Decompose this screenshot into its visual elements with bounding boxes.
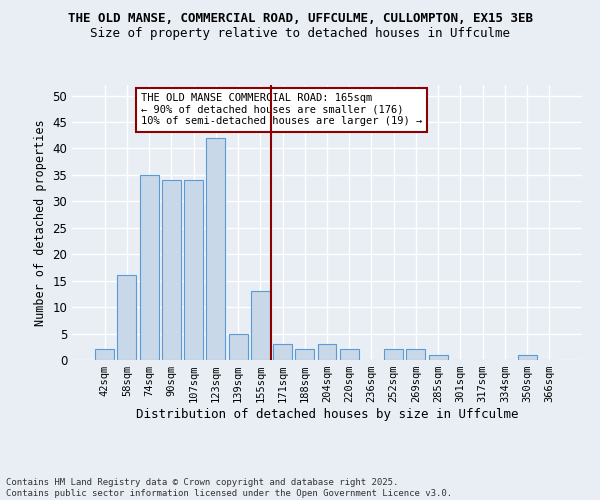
Bar xyxy=(95,350,114,360)
Text: THE OLD MANSE, COMMERCIAL ROAD, UFFCULME, CULLOMPTON, EX15 3EB: THE OLD MANSE, COMMERCIAL ROAD, UFFCULME… xyxy=(67,12,533,26)
Text: THE OLD MANSE COMMERCIAL ROAD: 165sqm
← 90% of detached houses are smaller (176): THE OLD MANSE COMMERCIAL ROAD: 165sqm ← … xyxy=(141,93,422,126)
Bar xyxy=(162,180,181,360)
Bar xyxy=(229,334,248,360)
Bar xyxy=(140,175,158,360)
Text: Contains HM Land Registry data © Crown copyright and database right 2025.
Contai: Contains HM Land Registry data © Crown c… xyxy=(6,478,452,498)
Bar xyxy=(184,180,203,360)
Bar xyxy=(295,350,314,360)
Bar xyxy=(251,291,270,360)
Bar xyxy=(273,344,292,360)
Bar xyxy=(340,350,359,360)
X-axis label: Distribution of detached houses by size in Uffculme: Distribution of detached houses by size … xyxy=(136,408,518,421)
Bar xyxy=(518,354,536,360)
Bar xyxy=(429,354,448,360)
Text: Size of property relative to detached houses in Uffculme: Size of property relative to detached ho… xyxy=(90,28,510,40)
Bar xyxy=(118,276,136,360)
Bar xyxy=(406,350,425,360)
Bar xyxy=(206,138,225,360)
Bar xyxy=(317,344,337,360)
Y-axis label: Number of detached properties: Number of detached properties xyxy=(34,119,47,326)
Bar xyxy=(384,350,403,360)
